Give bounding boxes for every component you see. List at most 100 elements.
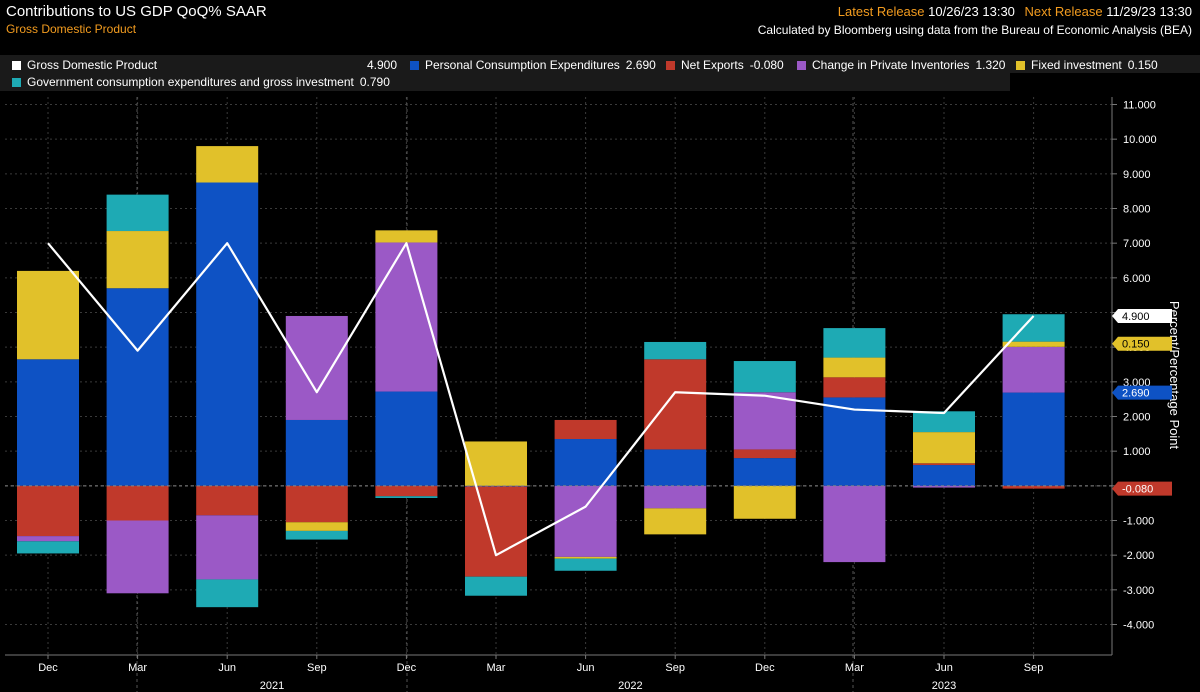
legend-label: Government consumption expenditures and … bbox=[27, 75, 354, 89]
chart-subtitle: Gross Domestic Product bbox=[6, 22, 137, 36]
bar-segment bbox=[106, 520, 169, 594]
year-label: 2022 bbox=[618, 680, 642, 692]
bar-segment bbox=[733, 458, 796, 486]
bar-segment bbox=[285, 522, 348, 531]
y-tick-label: 6.000 bbox=[1123, 273, 1151, 285]
bar-segment bbox=[196, 579, 259, 608]
legend-label: Personal Consumption Expenditures bbox=[425, 58, 620, 72]
bar-segment bbox=[554, 558, 617, 571]
bar-segment bbox=[644, 449, 707, 486]
end-tag-label: 0.150 bbox=[1122, 339, 1150, 351]
x-tick-label: Dec bbox=[755, 662, 775, 674]
legend-item-pce[interactable]: Personal Consumption Expenditures 2.690 bbox=[410, 58, 656, 72]
bar-segment bbox=[823, 377, 886, 398]
bar-segment bbox=[644, 508, 707, 535]
legend-item-government[interactable]: Government consumption expenditures and … bbox=[12, 75, 390, 89]
year-label: 2023 bbox=[932, 680, 956, 692]
end-tag-box bbox=[1112, 308, 1172, 323]
bar-segment bbox=[1002, 314, 1065, 342]
bar-segment bbox=[554, 419, 617, 440]
x-tick-label: Mar bbox=[845, 662, 864, 674]
legend-label: Gross Domestic Product bbox=[27, 58, 158, 72]
legend-item-inventories[interactable]: Change in Private Inventories 1.320 bbox=[797, 58, 1005, 72]
legend-item-net-exports[interactable]: Net Exports -0.080 bbox=[666, 58, 784, 72]
bar-segment bbox=[196, 515, 259, 580]
bar-segment bbox=[465, 485, 527, 487]
bar-segment bbox=[823, 328, 886, 358]
x-tick-label: Jun bbox=[577, 662, 595, 674]
legend-item-gdp[interactable]: Gross Domestic Product 4.900 bbox=[12, 58, 397, 72]
bar-segment bbox=[106, 288, 169, 486]
latest-release-value: 10/26/23 13:30 bbox=[928, 4, 1015, 19]
bar-segment bbox=[465, 441, 527, 486]
bar-segment bbox=[1002, 392, 1065, 486]
bar-segment bbox=[913, 485, 975, 488]
y-tick-label: -3.000 bbox=[1123, 585, 1154, 597]
legend-swatch bbox=[12, 78, 21, 87]
bar-segment bbox=[17, 485, 79, 537]
bar-segment bbox=[913, 463, 975, 466]
bar-segment bbox=[913, 432, 975, 464]
x-tick-label: Dec bbox=[397, 662, 417, 674]
bar-segment bbox=[17, 359, 79, 486]
end-tag-label: -0.080 bbox=[1122, 484, 1153, 496]
bar-segment bbox=[285, 315, 348, 420]
legend-swatch bbox=[666, 61, 675, 70]
end-tag-label: 2.690 bbox=[1122, 388, 1150, 400]
y-tick-label: -4.000 bbox=[1123, 620, 1154, 632]
bar-segment bbox=[196, 485, 259, 516]
end-tag: 2.690 bbox=[1112, 385, 1172, 400]
bar-segment bbox=[733, 392, 796, 450]
x-tick-label: Sep bbox=[1024, 662, 1044, 674]
next-release-value: 11/29/23 13:30 bbox=[1106, 4, 1192, 19]
bar-segment bbox=[733, 485, 796, 519]
bar-segment bbox=[644, 359, 707, 450]
legend-item-fixed-investment[interactable]: Fixed investment 0.150 bbox=[1010, 55, 1200, 73]
plot-area bbox=[5, 97, 1112, 655]
bar-segment bbox=[733, 449, 796, 459]
legend-swatch bbox=[797, 61, 806, 70]
bar-segment bbox=[196, 182, 259, 486]
bar-segment bbox=[106, 231, 169, 289]
y-tick-label: -2.000 bbox=[1123, 550, 1154, 562]
bar-segment bbox=[17, 536, 79, 542]
end-tag-label: 4.900 bbox=[1122, 311, 1150, 323]
bar-segment bbox=[285, 530, 348, 540]
bar-segment bbox=[554, 556, 617, 559]
x-tick-label: Jun bbox=[218, 662, 236, 674]
legend: Gross Domestic Product 4.900 Personal Co… bbox=[0, 55, 1010, 91]
x-tick-label: Sep bbox=[307, 662, 327, 674]
legend-value: 0.150 bbox=[1127, 58, 1158, 72]
bar-segment bbox=[17, 541, 79, 554]
bar-segment bbox=[465, 576, 527, 596]
end-tag-box bbox=[1112, 336, 1172, 351]
bar-segment bbox=[285, 485, 348, 523]
y-axis-label: Percent/Percentage Point bbox=[1167, 301, 1182, 450]
legend-value: 2.690 bbox=[625, 58, 656, 72]
legend-value: 4.900 bbox=[367, 58, 398, 72]
source-note: Calculated by Bloomberg using data from … bbox=[757, 23, 1192, 37]
bar-segment bbox=[375, 496, 438, 498]
x-tick-label: Dec bbox=[38, 662, 58, 674]
y-tick-label: 10.000 bbox=[1123, 134, 1157, 146]
bar-segment bbox=[644, 485, 707, 509]
bar-segment bbox=[644, 341, 707, 360]
y-tick-label: 1.000 bbox=[1123, 446, 1151, 458]
bar-segment bbox=[1002, 485, 1065, 489]
y-tick-label: 2.000 bbox=[1123, 412, 1151, 424]
bar-segment bbox=[106, 194, 169, 232]
bar-segment bbox=[823, 485, 886, 563]
release-info: Latest Release 10/26/23 13:30 Next Relea… bbox=[838, 4, 1192, 19]
bar-segment bbox=[823, 357, 886, 378]
year-label: 2021 bbox=[260, 680, 284, 692]
bar-segment bbox=[375, 230, 438, 243]
bar-segment bbox=[913, 465, 975, 486]
y-tick-label: -1.000 bbox=[1123, 516, 1154, 528]
x-tick-label: Jun bbox=[935, 662, 953, 674]
bar-segment bbox=[196, 146, 259, 183]
bar-segment bbox=[1002, 341, 1065, 347]
y-tick-label: 7.000 bbox=[1123, 238, 1151, 250]
x-tick-label: Mar bbox=[487, 662, 506, 674]
legend-value: 1.320 bbox=[975, 58, 1006, 72]
